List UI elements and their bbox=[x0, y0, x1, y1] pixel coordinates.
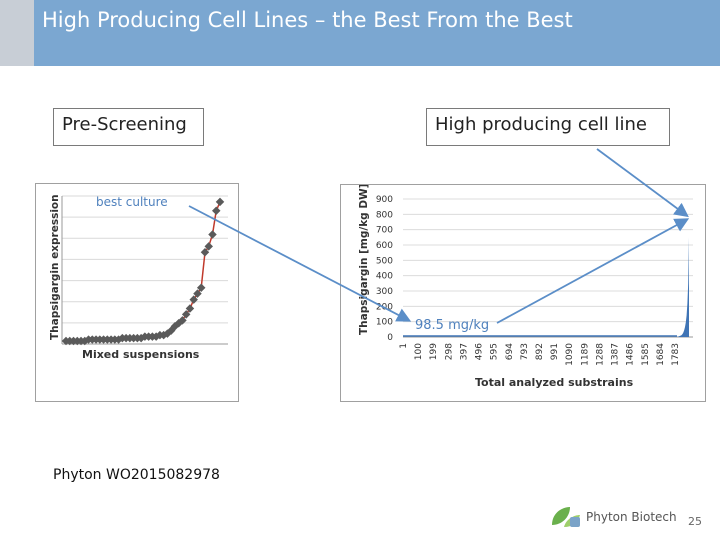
company-name: Phyton Biotech bbox=[586, 510, 677, 524]
x-tick-label: 1 bbox=[399, 343, 409, 349]
x-tick-label: 1486 bbox=[626, 343, 636, 366]
series-line bbox=[66, 201, 221, 342]
data-point bbox=[208, 230, 217, 239]
y-tick-label: 0 bbox=[387, 333, 393, 343]
x-tick-label: 298 bbox=[444, 343, 454, 360]
x-tick-label: 1585 bbox=[641, 343, 651, 366]
x-tick-label: 496 bbox=[475, 343, 485, 360]
x-tick-label: 1090 bbox=[565, 343, 575, 366]
patent-reference: Phyton WO2015082978 bbox=[53, 467, 220, 483]
pre-screening-label: Pre-Screening bbox=[53, 108, 204, 146]
value-annotation: 98.5 mg/kg bbox=[415, 318, 489, 333]
substrain-chart-svg: 0 100 200 300 400 500 600 700 800 900 1 100 199 298 39… bbox=[358, 184, 693, 389]
pre-screening-chart-svg: best culture Mixed suspensions Thapsigargi… bbox=[49, 194, 228, 361]
pre-screening-chart: best culture Mixed suspensions Thapsigargi… bbox=[35, 183, 239, 402]
x-tick-label: 793 bbox=[520, 343, 530, 360]
substrain-area bbox=[677, 237, 689, 337]
y-tick-label: 700 bbox=[376, 226, 393, 236]
substrain-chart: 0 100 200 300 400 500 600 700 800 900 1 100 199 298 39… bbox=[340, 184, 706, 402]
y-tick-label: 200 bbox=[376, 302, 393, 312]
y-tick-label: 400 bbox=[376, 272, 393, 282]
slide-title: High Producing Cell Lines – the Best Fro… bbox=[42, 8, 573, 32]
data-point bbox=[215, 197, 225, 207]
title-bar-fill bbox=[34, 0, 720, 66]
best-culture-annotation: best culture bbox=[96, 195, 168, 209]
leaf-logo-icon bbox=[552, 507, 580, 527]
x-tick-label: 694 bbox=[505, 343, 515, 360]
x-tick-label: 1387 bbox=[611, 343, 621, 366]
y-tick-label: 300 bbox=[376, 287, 393, 297]
y-tick-label: 600 bbox=[376, 241, 393, 251]
high-producing-label: High producing cell line bbox=[426, 108, 670, 146]
x-tick-label: 1189 bbox=[580, 343, 590, 366]
x-tick-label: 991 bbox=[550, 343, 560, 360]
company-logo: Phyton Biotech bbox=[548, 503, 677, 531]
x-tick-label: 1684 bbox=[656, 343, 666, 366]
x-tick-label: 892 bbox=[535, 343, 545, 360]
page-number: 25 bbox=[688, 515, 702, 528]
x-axis-label: Total analyzed substrains bbox=[475, 376, 634, 389]
y-tick-label: 500 bbox=[376, 256, 393, 266]
y-axis-label: Thapsigargin expression bbox=[49, 194, 61, 340]
data-point bbox=[181, 310, 191, 319]
y-tick-label: 900 bbox=[376, 195, 393, 205]
y-tick-label: 100 bbox=[376, 318, 393, 328]
x-tick-label: 100 bbox=[414, 343, 424, 360]
y-tick-label: 800 bbox=[376, 210, 393, 220]
x-tick-label: 1288 bbox=[595, 343, 605, 366]
x-tick-label: 199 bbox=[429, 343, 439, 360]
x-tick-label: 1783 bbox=[671, 343, 681, 366]
title-accent-block bbox=[0, 0, 34, 66]
x-axis-label: Mixed suspensions bbox=[82, 348, 200, 361]
x-tick-label: 595 bbox=[490, 343, 500, 360]
x-tick-label: 397 bbox=[459, 343, 469, 360]
y-axis-label: Thapsigargin [mg/kg DW] bbox=[358, 185, 370, 335]
data-point bbox=[212, 206, 221, 216]
data-point bbox=[178, 316, 187, 325]
